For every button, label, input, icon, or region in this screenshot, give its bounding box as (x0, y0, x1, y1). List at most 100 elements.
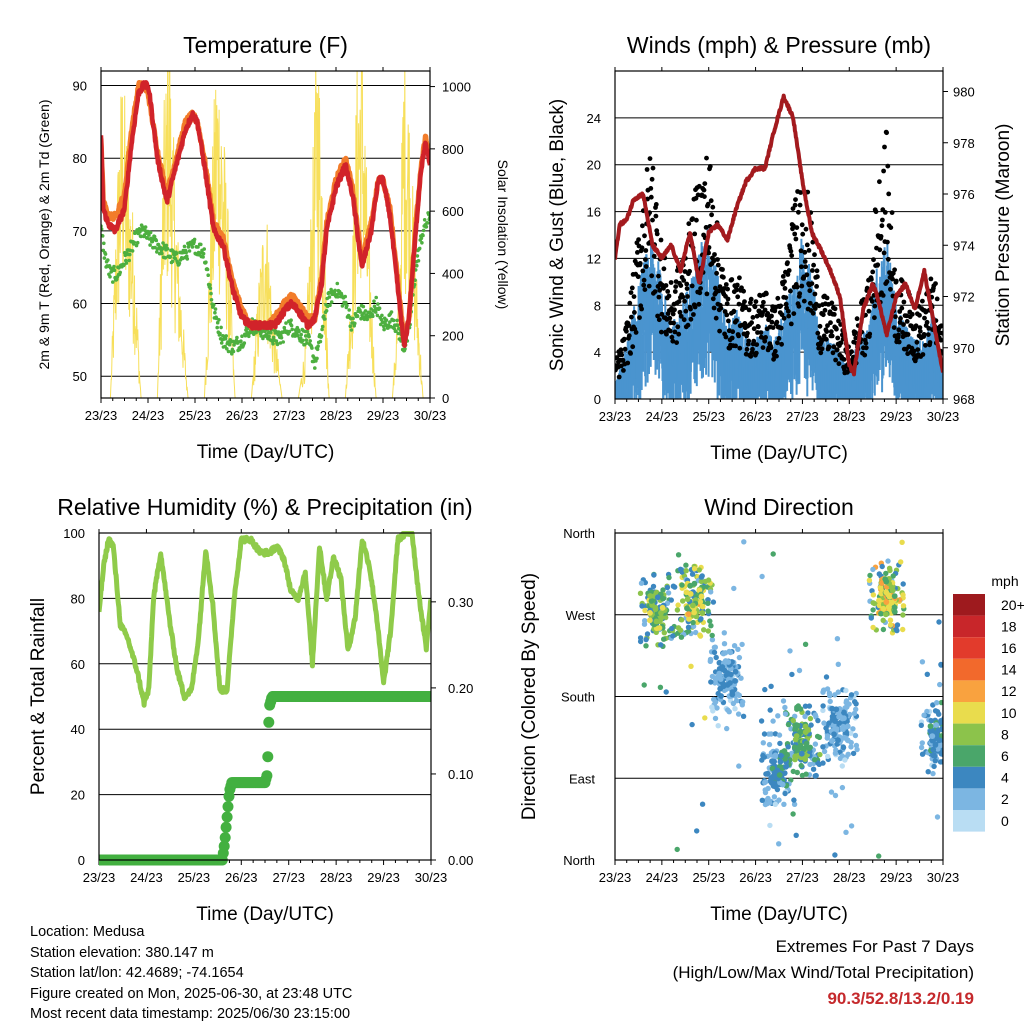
gust-point (920, 298, 925, 304)
direction-point (799, 772, 806, 779)
y-axis-label: 2m & 9m T (Red, Orange) & 2m Td (Green) (36, 100, 52, 370)
gust-point (799, 222, 805, 228)
dewpoint-point (322, 314, 326, 318)
gust-point (810, 239, 816, 245)
direction-point (675, 552, 682, 558)
dewpoint-point (296, 333, 300, 338)
gust-point (744, 346, 750, 352)
direction-point (776, 841, 782, 847)
direction-point (758, 718, 765, 724)
dewpoint-point (372, 304, 377, 309)
direction-point (943, 736, 949, 742)
direction-point (791, 797, 797, 803)
gust-point (914, 339, 920, 345)
gust-point (884, 130, 889, 136)
dewpoint-point (371, 314, 375, 319)
gust-point (751, 338, 757, 344)
dewpoint-point (269, 330, 273, 335)
gust-point (737, 275, 742, 281)
direction-point (658, 642, 664, 648)
y-tick-label-right: 978 (953, 136, 975, 151)
direction-point (691, 609, 697, 616)
direction-point (919, 740, 925, 746)
legend-swatch (953, 680, 985, 702)
gust-point (725, 296, 731, 302)
x-tick-label: 27/23 (786, 409, 819, 424)
gust-point (802, 259, 808, 264)
legend-swatch (953, 810, 985, 832)
gust-point (691, 312, 696, 317)
dewpoint-point (187, 249, 192, 253)
plot-border (614, 70, 944, 400)
gust-point (872, 303, 878, 309)
dewpoint-point (345, 303, 349, 308)
direction-point (868, 615, 874, 621)
dewpoint-point (148, 230, 153, 235)
dewpoint-point (231, 349, 236, 354)
direction-point (805, 727, 812, 733)
gust-point (676, 299, 682, 304)
direction-point (888, 584, 895, 591)
dewpoint-point (395, 318, 399, 323)
direction-point (736, 763, 742, 769)
direction-point (806, 745, 812, 751)
gust-point (786, 313, 792, 319)
direction-point (878, 610, 884, 617)
gust-point (633, 330, 639, 335)
gust-point (713, 285, 718, 291)
gust-point (676, 331, 682, 337)
legend-label: 0 (1001, 813, 1009, 829)
plot-border (98, 532, 432, 861)
y-tick-label: 60 (73, 297, 87, 312)
gust-point (632, 310, 637, 315)
x-tick-label: 26/23 (225, 870, 258, 885)
direction-point (820, 689, 826, 695)
gust-point (746, 338, 752, 344)
gust-point (797, 202, 803, 208)
direction-point (740, 713, 747, 719)
direction-point (724, 670, 731, 676)
gust-point (618, 347, 624, 353)
direction-point (929, 737, 936, 744)
dewpoint-point (415, 263, 419, 268)
direction-point (701, 627, 707, 633)
dewpoint-point (375, 313, 380, 318)
dewpoint-point (403, 347, 407, 351)
gust-point (654, 231, 660, 237)
y-tick-label: 70 (73, 224, 87, 239)
gust-point (672, 289, 678, 294)
direction-point (834, 636, 841, 642)
direction-point (739, 641, 745, 648)
dewpoint-point (316, 344, 320, 349)
dewpoint-point (374, 295, 379, 300)
gust-point (763, 335, 768, 340)
gust-point (736, 301, 742, 307)
recent-timestamp: Most recent data timestamp: 2025/06/30 2… (30, 1006, 351, 1022)
gust-point (834, 326, 839, 332)
dewpoint-point (103, 252, 108, 256)
direction-point (839, 753, 845, 759)
dewpoint-point (388, 320, 392, 324)
gust-point (869, 299, 875, 304)
dewpoint-point (348, 324, 353, 329)
direction-point (768, 683, 774, 689)
y-tick-label-right: 0 (442, 391, 449, 406)
direction-point (820, 703, 826, 709)
direction-point (668, 597, 674, 603)
gust-point (770, 325, 776, 330)
y-tick-label-right: 976 (953, 187, 975, 202)
chart-title: Winds (mph) & Pressure (mb) (627, 32, 931, 58)
gust-point (911, 348, 917, 354)
direction-point (705, 577, 712, 583)
dewpoint-point (327, 295, 332, 299)
dewpoint-point (279, 335, 284, 340)
gust-point (730, 329, 736, 335)
direction-point (735, 711, 742, 717)
gust-point (817, 323, 823, 329)
y-tick-label: 4 (594, 345, 601, 360)
direction-point (936, 711, 942, 717)
dewpoint-point (243, 333, 248, 338)
direction-point (767, 707, 773, 713)
plot-area (99, 531, 431, 866)
direction-point (776, 797, 782, 803)
